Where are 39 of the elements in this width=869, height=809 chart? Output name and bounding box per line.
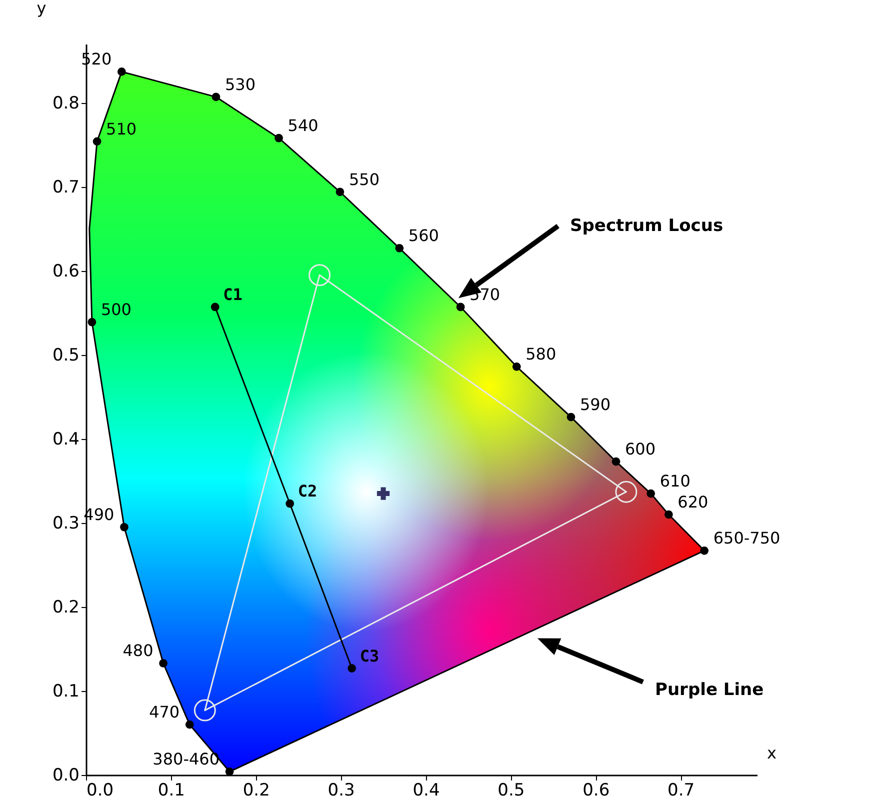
y-tick-label: 0.4 [52, 429, 80, 450]
annotation: 470 [149, 702, 180, 722]
annotation: 530 [224, 74, 256, 94]
annotation: 590 [580, 395, 611, 414]
annotation: Purple Line [655, 680, 764, 700]
annotation: 610 [660, 472, 690, 491]
annotation: Spectrum Locus [570, 216, 724, 236]
annotation: 560 [408, 226, 439, 246]
x-tick-label: 0.5 [498, 780, 525, 800]
annotation: 580 [526, 344, 556, 364]
y-tick-label: 0.5 [52, 345, 80, 366]
x-tick-label: 0.0 [86, 780, 114, 800]
x-tick-label: 0.3 [328, 780, 355, 800]
annotation: 650-750 [713, 528, 780, 548]
annotation: 380-460 [152, 750, 220, 769]
y-tick-label: 0.2 [52, 597, 80, 618]
annotation: 540 [288, 116, 318, 136]
y-tick-label: 0.6 [52, 261, 80, 282]
x-tick-label: 0.4 [412, 780, 440, 800]
x-tick-label: 0.2 [242, 780, 270, 800]
y-tick-label: 0.3 [52, 513, 80, 534]
y-tick-label: 0.1 [52, 681, 80, 702]
y-tick-label: 0.7 [52, 177, 80, 198]
annotation: C2 [298, 482, 318, 501]
x-tick-label: 0.6 [582, 780, 610, 800]
annotation: 620 [678, 492, 708, 512]
x-tick-label: 0.1 [158, 780, 185, 800]
annotation: 600 [625, 440, 656, 459]
y-tick-label: 0.0 [52, 766, 80, 786]
y-tick-label: 0.8 [52, 93, 80, 114]
annotation: 480 [122, 641, 154, 660]
annotation: 500 [100, 300, 132, 320]
annotation: 550 [348, 170, 380, 189]
annotation: 510 [106, 119, 137, 138]
x-tick-label: 0.7 [668, 780, 695, 800]
annotation: C3 [360, 646, 380, 666]
x-axis-title: x [767, 744, 776, 762]
y-axis-title: y [36, 0, 46, 18]
annotation: C1 [223, 284, 242, 304]
